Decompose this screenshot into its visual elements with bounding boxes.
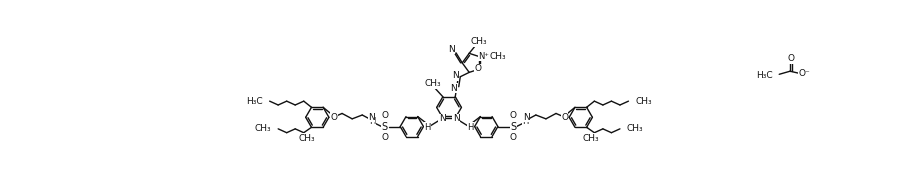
Text: CH₃: CH₃ [424,79,441,88]
Text: N: N [451,84,457,93]
Text: O: O [330,113,337,122]
Text: CH₃: CH₃ [255,124,271,133]
Text: S: S [382,122,388,132]
Text: O: O [510,133,517,142]
Text: H: H [523,117,529,126]
Text: CH₃: CH₃ [627,124,643,133]
Text: O: O [561,113,568,122]
Text: CH₃: CH₃ [489,52,505,61]
Text: O⁻: O⁻ [799,69,811,78]
Text: N: N [368,113,375,122]
Text: O: O [474,64,482,73]
Text: CH₃: CH₃ [583,134,600,143]
Text: N⁺: N⁺ [478,52,489,61]
Text: N: N [452,114,460,123]
Text: H: H [369,117,376,126]
Text: H₃C: H₃C [757,71,773,80]
Text: O: O [510,111,517,120]
Text: H: H [468,123,474,132]
Text: O: O [787,54,794,63]
Text: H₃C: H₃C [246,97,262,106]
Text: CH₃: CH₃ [635,97,652,106]
Text: N: N [448,45,455,54]
Text: N: N [452,71,459,80]
Text: S: S [510,122,516,132]
Text: N: N [523,113,530,122]
Text: O: O [381,133,388,142]
Text: O: O [381,111,388,120]
Text: H: H [424,123,430,132]
Text: CH₃: CH₃ [299,134,315,143]
Text: CH₃: CH₃ [471,37,487,46]
Text: N: N [439,114,445,123]
